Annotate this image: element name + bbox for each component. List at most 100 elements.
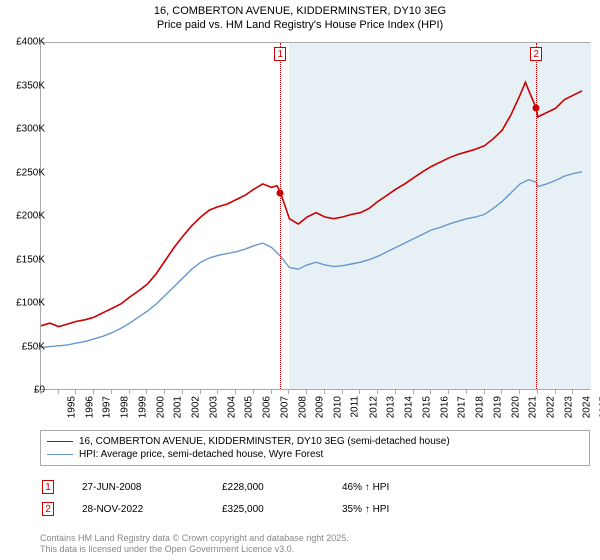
event-row: 2 28-NOV-2022 £325,000 35% ↑ HPI [40, 500, 590, 522]
attribution-line-2: This data is licensed under the Open Gov… [40, 544, 349, 556]
x-tick-label: 2007 [279, 396, 290, 418]
x-tick [519, 390, 520, 394]
y-tick [36, 347, 40, 348]
y-tick [36, 260, 40, 261]
x-tick-label: 2021 [528, 396, 539, 418]
event-vline [536, 43, 537, 389]
event-num: 1 [42, 480, 54, 494]
x-tick-label: 2005 [244, 396, 255, 418]
legend-row-series-1: 16, COMBERTON AVENUE, KIDDERMINSTER, DY1… [47, 435, 583, 448]
attribution-line-1: Contains HM Land Registry data © Crown c… [40, 533, 349, 545]
event-pct: 46% ↑ HPI [342, 482, 389, 493]
title-line-1: 16, COMBERTON AVENUE, KIDDERMINSTER, DY1… [0, 4, 600, 18]
x-tick-label: 2018 [474, 396, 485, 418]
x-tick [58, 390, 59, 394]
x-tick [377, 390, 378, 394]
plot-area: 12 [40, 42, 590, 390]
x-tick-label: 2002 [190, 396, 201, 418]
event-row: 1 27-JUN-2008 £228,000 46% ↑ HPI [40, 478, 590, 500]
y-tick [36, 173, 40, 174]
x-tick-label: 2012 [368, 396, 379, 418]
x-tick-label: 2011 [349, 396, 360, 418]
x-tick [448, 390, 449, 394]
y-tick [36, 303, 40, 304]
chart-container: 16, COMBERTON AVENUE, KIDDERMINSTER, DY1… [0, 0, 600, 560]
x-tick [217, 390, 218, 394]
y-tick [36, 216, 40, 217]
event-price: £325,000 [222, 504, 322, 515]
y-tick [36, 86, 40, 87]
event-marker-dot [533, 105, 540, 112]
x-tick [413, 390, 414, 394]
chart-lines [41, 43, 589, 389]
title-line-2: Price paid vs. HM Land Registry's House … [0, 18, 600, 32]
event-num: 2 [42, 502, 54, 516]
x-tick-label: 2016 [439, 396, 450, 418]
event-date: 28-NOV-2022 [82, 504, 202, 515]
x-tick-label: 2023 [563, 396, 574, 418]
x-tick [75, 390, 76, 394]
x-tick [40, 390, 41, 394]
attribution: Contains HM Land Registry data © Crown c… [40, 533, 349, 556]
x-tick-label: 1995 [66, 396, 77, 418]
x-tick-label: 2004 [226, 396, 237, 418]
x-tick [430, 390, 431, 394]
x-tick-label: 2017 [457, 396, 468, 418]
x-tick [235, 390, 236, 394]
event-date: 27-JUN-2008 [82, 482, 202, 493]
x-tick [93, 390, 94, 394]
x-tick [395, 390, 396, 394]
x-tick-label: 1999 [137, 396, 148, 418]
x-tick-label: 2009 [315, 396, 326, 418]
event-pct: 35% ↑ HPI [342, 504, 389, 515]
legend-swatch-1 [47, 441, 73, 443]
series-price_paid [41, 82, 582, 326]
y-tick [36, 129, 40, 130]
x-tick [484, 390, 485, 394]
x-tick [466, 390, 467, 394]
x-tick [501, 390, 502, 394]
series-hpi [41, 172, 582, 348]
events-block: 1 27-JUN-2008 £228,000 46% ↑ HPI 2 28-NOV-202… [40, 474, 590, 526]
x-tick-label: 2014 [403, 396, 414, 418]
x-tick [288, 390, 289, 394]
y-tick [36, 42, 40, 43]
x-tick-label: 1997 [102, 396, 113, 418]
event-price: £228,000 [222, 482, 322, 493]
x-tick [111, 390, 112, 394]
x-tick-label: 2013 [386, 396, 397, 418]
x-tick [572, 390, 573, 394]
x-tick [271, 390, 272, 394]
x-tick-label: 2010 [332, 396, 343, 418]
chart-title: 16, COMBERTON AVENUE, KIDDERMINSTER, DY1… [0, 0, 600, 35]
x-tick [182, 390, 183, 394]
x-tick [555, 390, 556, 394]
x-tick-label: 2000 [155, 396, 166, 418]
x-tick [306, 390, 307, 394]
legend-swatch-2 [47, 454, 73, 455]
x-tick-label: 2008 [297, 396, 308, 418]
event-marker-dot [277, 189, 284, 196]
x-tick-label: 1998 [119, 396, 130, 418]
x-tick [253, 390, 254, 394]
x-tick [342, 390, 343, 394]
x-tick-label: 2022 [545, 396, 556, 418]
x-tick-label: 2020 [510, 396, 521, 418]
event-marker-box: 1 [274, 47, 286, 61]
x-tick-label: 2015 [421, 396, 432, 418]
x-tick [359, 390, 360, 394]
x-tick [146, 390, 147, 394]
event-marker-box: 2 [530, 47, 542, 61]
legend: 16, COMBERTON AVENUE, KIDDERMINSTER, DY1… [40, 430, 590, 466]
x-tick [537, 390, 538, 394]
x-tick-label: 1996 [84, 396, 95, 418]
x-tick [200, 390, 201, 394]
x-tick-label: 2003 [208, 396, 219, 418]
x-tick [164, 390, 165, 394]
x-tick [324, 390, 325, 394]
legend-row-series-2: HPI: Average price, semi-detached house,… [47, 448, 583, 461]
x-tick-label: 2006 [261, 396, 272, 418]
x-tick-label: 2019 [492, 396, 503, 418]
legend-label-2: HPI: Average price, semi-detached house,… [79, 449, 323, 460]
x-tick-label: 2001 [173, 396, 184, 418]
